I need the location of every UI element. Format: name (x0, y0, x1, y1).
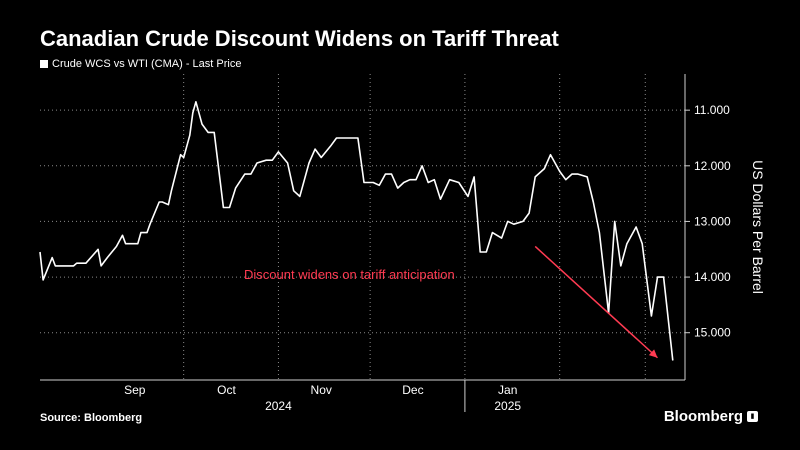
legend-swatch (40, 60, 48, 68)
annotation-layer: Discount widens on tariff anticipation (244, 245, 658, 359)
y-tick-label: 15.000 (694, 326, 731, 340)
x-tick-label: Dec (402, 383, 423, 397)
x-year-label: 2025 (494, 399, 521, 413)
annotation-arrowhead (648, 349, 658, 358)
x-year-label: 2024 (265, 399, 292, 413)
y-tick-label: 13.000 (694, 214, 731, 228)
y-tick-label: 11.000 (694, 103, 730, 117)
x-tick-label: Sep (124, 383, 146, 397)
y-tick-label: 12.000 (694, 159, 731, 173)
brand-name: Bloomberg (663, 408, 743, 425)
legend-label: Crude WCS vs WTI (CMA) - Last Price (52, 58, 242, 70)
annotation-text: Discount widens on tariff anticipation (244, 267, 455, 282)
y-axis-label: US Dollars Per Barrel (750, 160, 766, 294)
source-note: Source: Bloomberg (40, 412, 143, 424)
brand-logo: Bloomberg ▮ (664, 408, 758, 425)
brand-mark-icon: ▮ (747, 411, 758, 422)
legend: Crude WCS vs WTI (CMA) - Last Price (40, 58, 241, 70)
x-tick-label: Jan (498, 383, 517, 397)
chart-title: Canadian Crude Discount Widens on Tariff… (40, 26, 559, 51)
grid-layer (40, 74, 685, 380)
x-tick-label: Nov (311, 383, 332, 397)
series-line (39, 101, 674, 361)
series-layer (39, 101, 674, 361)
axis-layer: 11.000 12.000 13.000 14.000 15.000 Sep Oct Nov D… (40, 74, 766, 413)
x-tick-label: Oct (217, 383, 236, 397)
y-tick-label: 14.000 (694, 270, 731, 284)
annotation-arrow (534, 245, 658, 359)
